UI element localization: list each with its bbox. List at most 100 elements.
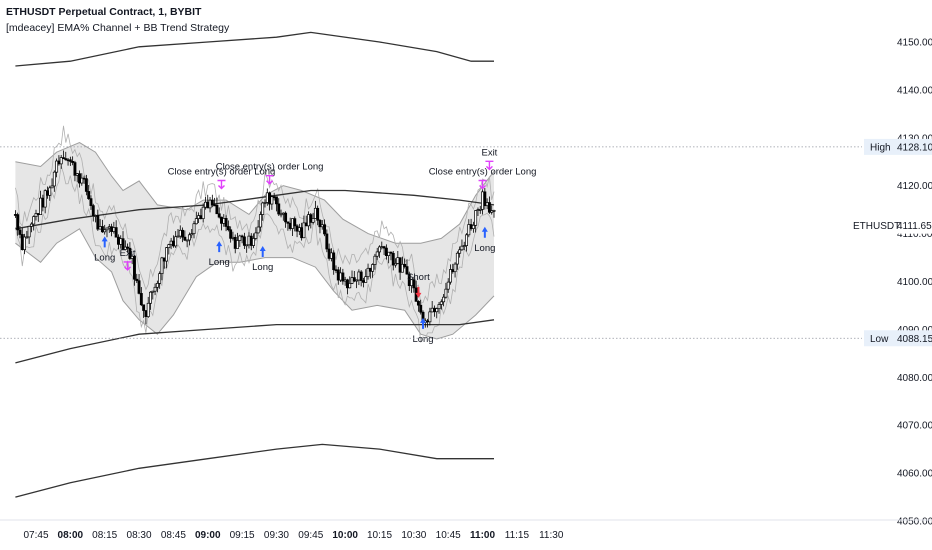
candle-body[interactable] xyxy=(20,234,24,250)
candle-body[interactable] xyxy=(151,290,155,293)
candle-body[interactable] xyxy=(300,227,304,239)
candle-body[interactable] xyxy=(98,226,102,230)
candle-body[interactable] xyxy=(334,269,338,272)
candle-body[interactable] xyxy=(201,206,205,220)
candle-body[interactable] xyxy=(71,161,75,163)
candle-body[interactable] xyxy=(194,218,198,225)
candle-body[interactable] xyxy=(311,218,315,223)
candle-body[interactable] xyxy=(368,267,372,272)
candle-body[interactable] xyxy=(323,224,326,235)
candle-body[interactable] xyxy=(68,159,72,162)
candle-body[interactable] xyxy=(286,221,290,224)
candle-body[interactable] xyxy=(41,197,45,208)
candle-body[interactable] xyxy=(171,240,175,247)
time-axis[interactable]: 07:45 08:00 08:15 08:30 08:45 09:00 09:15 09:30… xyxy=(0,519,932,541)
candle-body[interactable] xyxy=(133,255,136,280)
candle-body[interactable] xyxy=(43,190,47,208)
candle-body[interactable] xyxy=(155,283,159,288)
candle-body[interactable] xyxy=(339,272,343,281)
candle-body[interactable] xyxy=(487,202,491,213)
candle-body[interactable] xyxy=(387,251,391,256)
candle-body[interactable] xyxy=(16,214,20,231)
candle-body[interactable] xyxy=(185,239,189,242)
candle-body[interactable] xyxy=(439,301,443,305)
candle-body[interactable] xyxy=(52,171,56,187)
candle-body[interactable] xyxy=(233,236,237,249)
candle-body[interactable] xyxy=(291,218,294,229)
candle-body[interactable] xyxy=(485,202,489,207)
candle-body[interactable] xyxy=(64,158,68,161)
candle-body[interactable] xyxy=(403,263,407,267)
candle-body[interactable] xyxy=(419,304,423,313)
candle-body[interactable] xyxy=(478,208,482,211)
candle-body[interactable] xyxy=(181,229,185,238)
candle-body[interactable] xyxy=(158,273,162,284)
candle-body[interactable] xyxy=(265,192,269,203)
candle-body[interactable] xyxy=(364,276,368,283)
candle-body[interactable] xyxy=(231,236,235,239)
candle-body[interactable] xyxy=(336,269,340,281)
candle-body[interactable] xyxy=(416,300,420,306)
candle-body[interactable] xyxy=(295,225,299,232)
candle-body[interactable] xyxy=(29,223,33,227)
candle-body[interactable] xyxy=(13,214,17,216)
candle-body[interactable] xyxy=(355,279,359,282)
candle-body[interactable] xyxy=(165,247,168,262)
candle-body[interactable] xyxy=(36,213,40,215)
candle-body[interactable] xyxy=(25,236,29,239)
candle-body[interactable] xyxy=(197,215,201,219)
candle-body[interactable] xyxy=(382,246,386,249)
candle-body[interactable] xyxy=(135,278,139,282)
candle-body[interactable] xyxy=(460,245,464,251)
candle-body[interactable] xyxy=(178,229,182,237)
candle-body[interactable] xyxy=(430,307,434,313)
candle-body[interactable] xyxy=(384,247,388,256)
candle-body[interactable] xyxy=(371,264,375,272)
candle-body[interactable] xyxy=(167,244,171,249)
candle-body[interactable] xyxy=(268,192,272,205)
candle-body[interactable] xyxy=(318,219,322,228)
candle-body[interactable] xyxy=(304,222,308,227)
candle-body[interactable] xyxy=(215,204,219,215)
candle-body[interactable] xyxy=(465,234,468,246)
candle-body[interactable] xyxy=(270,196,274,205)
candle-body[interactable] xyxy=(84,178,88,192)
candle-body[interactable] xyxy=(217,213,221,218)
candle-body[interactable] xyxy=(435,308,439,313)
candle-body[interactable] xyxy=(187,234,191,241)
candle-body[interactable] xyxy=(91,205,95,217)
candle-body[interactable] xyxy=(366,267,370,278)
candle-body[interactable] xyxy=(116,236,120,245)
candle-body[interactable] xyxy=(220,216,223,224)
candle-body[interactable] xyxy=(121,238,125,250)
candle-body[interactable] xyxy=(34,213,38,217)
candle-body[interactable] xyxy=(302,222,306,239)
candle-body[interactable] xyxy=(162,257,166,262)
candle-body[interactable] xyxy=(18,229,22,235)
candle-body[interactable] xyxy=(240,235,244,238)
candle-body[interactable] xyxy=(190,233,194,236)
candle-body[interactable] xyxy=(469,224,473,229)
candle-body[interactable] xyxy=(400,263,404,273)
candle-body[interactable] xyxy=(100,226,104,233)
candle-body[interactable] xyxy=(380,246,384,248)
candle-body[interactable] xyxy=(320,224,324,228)
candle-body[interactable] xyxy=(375,251,379,257)
candle-body[interactable] xyxy=(341,272,345,282)
candle-body[interactable] xyxy=(483,191,487,207)
candle-body[interactable] xyxy=(75,173,79,176)
candle-body[interactable] xyxy=(345,279,349,289)
candle-body[interactable] xyxy=(57,160,61,165)
candle-body[interactable] xyxy=(307,214,310,227)
candle-body[interactable] xyxy=(332,252,336,271)
candle-body[interactable] xyxy=(329,252,333,259)
candle-body[interactable] xyxy=(437,304,441,310)
candle-body[interactable] xyxy=(245,244,249,247)
candle-body[interactable] xyxy=(89,198,93,206)
candle-body[interactable] xyxy=(428,311,432,323)
candle-body[interactable] xyxy=(224,218,228,227)
candle-body[interactable] xyxy=(55,160,59,173)
candle-body[interactable] xyxy=(142,304,146,311)
candle-body[interactable] xyxy=(258,214,262,228)
